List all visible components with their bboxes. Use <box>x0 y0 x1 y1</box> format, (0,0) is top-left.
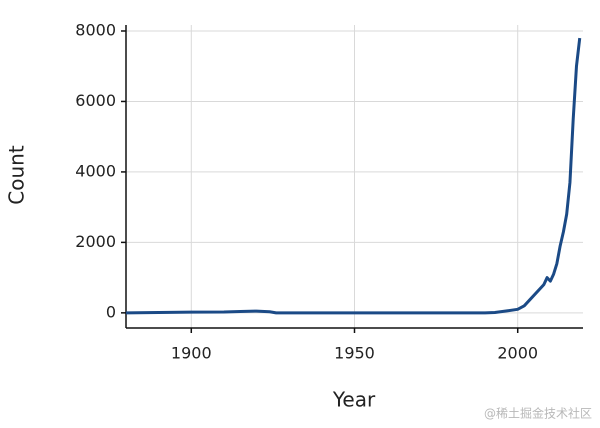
y-tick-label: 4000 <box>75 161 116 180</box>
x-tick-label: 2000 <box>497 344 538 363</box>
data-line <box>125 37 582 315</box>
y-axis-title: Count <box>5 145 29 205</box>
x-axis-title: Year <box>332 388 376 412</box>
y-tick-label: 2000 <box>75 232 116 251</box>
x-tick-label: 1950 <box>334 344 375 363</box>
x-tick-label: 1900 <box>171 344 212 363</box>
watermark: @稀土掘金技术社区 <box>484 406 592 421</box>
y-tick-label: 6000 <box>75 91 116 110</box>
y-tick-label: 0 <box>106 302 116 321</box>
y-tick-label: 8000 <box>75 20 116 39</box>
